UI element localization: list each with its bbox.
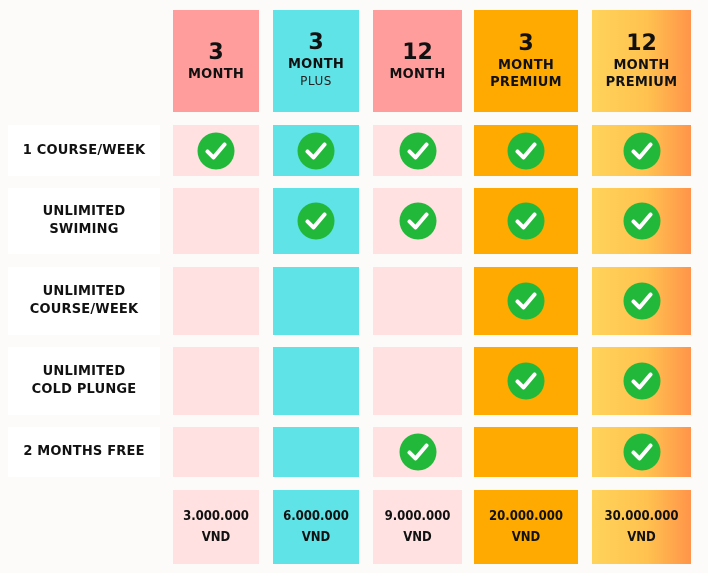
- check-circle-icon: [399, 433, 436, 471]
- feature-cell: [373, 188, 462, 254]
- feature-cell: [273, 125, 359, 176]
- plan-price: 20.000.000 VND: [474, 490, 578, 564]
- check-circle-icon: [297, 202, 335, 240]
- check-circle-icon: [507, 132, 545, 169]
- plan-duration-unit: MONTH: [287, 56, 345, 72]
- feature-cell: [592, 347, 691, 415]
- price-currency: VND: [403, 530, 432, 545]
- price-amount: 30.000.000: [604, 509, 679, 524]
- price-amount: 3.000.000: [183, 509, 249, 524]
- feature-cell: [173, 188, 259, 254]
- check-circle-icon: [297, 132, 335, 169]
- plan-header: 12 MONTH PREMIUM: [592, 10, 691, 112]
- check-circle-icon: [623, 362, 660, 400]
- feature-cell: [592, 188, 691, 254]
- feature-cell: [474, 125, 578, 176]
- feature-label: UNLIMITED SWIMING: [8, 188, 160, 254]
- plan-price: 9.000.000 VND: [373, 490, 462, 564]
- check-circle-icon: [399, 132, 436, 169]
- plan-header: 12 MONTH: [373, 10, 462, 112]
- price-currency: VND: [301, 530, 331, 545]
- feature-label-text: 2 MONTHS FREE: [23, 444, 145, 459]
- plan-duration-number: 3: [208, 39, 224, 65]
- check-circle-icon: [623, 282, 660, 320]
- feature-label-text: 1 COURSE/WEEK: [22, 142, 146, 158]
- plan-price: 30.000.000 VND: [592, 490, 691, 564]
- check-circle-icon: [197, 132, 235, 169]
- price-amount: 6.000.000: [283, 509, 349, 524]
- feature-cell: [173, 347, 259, 415]
- feature-label: 1 COURSE/WEEK: [8, 125, 160, 176]
- check-circle-icon: [507, 202, 545, 240]
- check-circle-icon: [399, 202, 436, 240]
- feature-cell: [373, 347, 462, 415]
- check-circle-icon: [623, 433, 660, 471]
- feature-cell: [592, 427, 691, 477]
- feature-cell: [273, 427, 359, 477]
- check-circle-icon: [507, 362, 545, 400]
- plan-tier-name: PREMIUM: [490, 75, 562, 90]
- feature-label-text: UNLIMITED COLD PLUNGE: [31, 364, 137, 397]
- feature-cell: [273, 188, 359, 254]
- feature-cell: [474, 188, 578, 254]
- feature-cell: [592, 125, 691, 176]
- feature-cell: [474, 427, 578, 477]
- plan-duration-number: 3: [308, 29, 324, 55]
- plan-duration-number: 3: [518, 31, 534, 56]
- feature-cell: [592, 267, 691, 335]
- plan-header: 3 MONTH PREMIUM: [474, 10, 578, 112]
- feature-label: UNLIMITED COLD PLUNGE: [8, 347, 160, 415]
- plan-header: 3 MONTH: [173, 10, 259, 112]
- price-currency: VND: [627, 530, 656, 545]
- feature-cell: [173, 125, 259, 176]
- plan-tier-name: PLUS: [300, 73, 332, 88]
- feature-cell: [273, 267, 359, 335]
- feature-label: UNLIMITED COURSE/WEEK: [8, 267, 160, 335]
- feature-cell: [373, 267, 462, 335]
- feature-cell: [474, 267, 578, 335]
- plan-duration-unit: MONTH: [187, 66, 245, 82]
- plan-header: 3 MONTH PLUS: [273, 10, 359, 112]
- price-currency: VND: [511, 530, 541, 545]
- price-amount: 9.000.000: [384, 509, 451, 524]
- feature-cell: [474, 347, 578, 415]
- feature-cell: [373, 427, 462, 477]
- plan-price: 3.000.000 VND: [173, 490, 259, 564]
- check-circle-icon: [623, 202, 660, 240]
- check-circle-icon: [507, 282, 545, 320]
- plan-duration-unit: MONTH: [389, 66, 446, 82]
- plan-duration-number: 12: [626, 31, 657, 56]
- plan-duration-unit: MONTH: [497, 58, 555, 73]
- feature-label-text: UNLIMITED SWIMING: [42, 204, 126, 237]
- feature-cell: [173, 267, 259, 335]
- price-amount: 20.000.000: [489, 509, 563, 524]
- feature-cell: [173, 427, 259, 477]
- price-currency: VND: [201, 530, 231, 545]
- check-circle-icon: [623, 132, 660, 169]
- plan-duration-unit: MONTH: [613, 58, 670, 73]
- plan-duration-number: 12: [402, 39, 433, 65]
- feature-cell: [373, 125, 462, 176]
- feature-label-text: UNLIMITED COURSE/WEEK: [29, 284, 139, 317]
- feature-label: 2 MONTHS FREE: [8, 427, 160, 477]
- feature-cell: [273, 347, 359, 415]
- plan-tier-name: PREMIUM: [605, 75, 678, 90]
- plan-price: 6.000.000 VND: [273, 490, 359, 564]
